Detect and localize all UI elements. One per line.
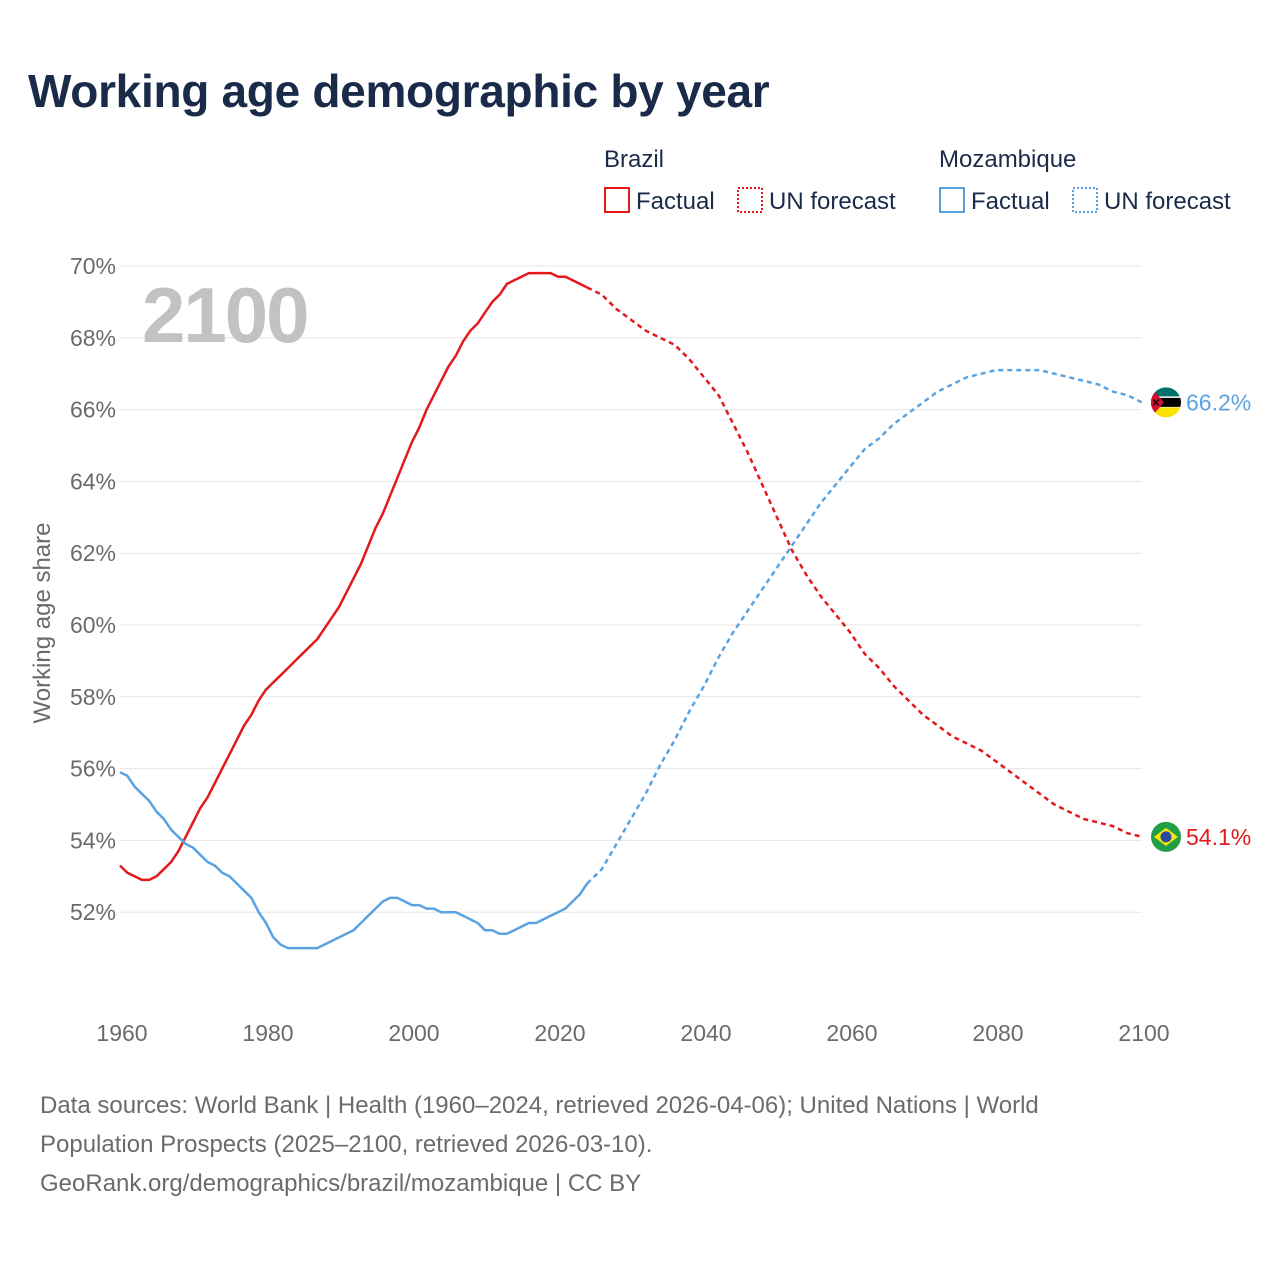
flag-globe bbox=[1160, 831, 1172, 843]
y-tick-66: 66% bbox=[70, 397, 116, 423]
y-tick-68: 68% bbox=[70, 325, 116, 351]
x-tick-1980: 1980 bbox=[242, 1020, 293, 1046]
legend-label-forecast-mozambique: UN forecast bbox=[1104, 188, 1231, 215]
x-axis-ticks: 1960 1980 2000 2020 2040 2060 2080 2100 bbox=[96, 1020, 1169, 1046]
legend-label-factual-mozambique: Factual bbox=[971, 188, 1050, 215]
footer-line-3: GeoRank.org/demographics/brazil/mozambiq… bbox=[40, 1170, 642, 1197]
stripe-white-top bbox=[1151, 396, 1181, 398]
end-markers: 54.1% 66.2% bbox=[1151, 387, 1251, 852]
footer-line-1: Data sources: World Bank | Health (1960–… bbox=[40, 1092, 1039, 1119]
x-tick-2040: 2040 bbox=[680, 1020, 731, 1046]
flag-stripes bbox=[1151, 387, 1181, 418]
y-tick-64: 64% bbox=[70, 468, 116, 494]
y-tick-54: 54% bbox=[70, 827, 116, 853]
end-label-mozambique: 66.2% bbox=[1186, 389, 1251, 415]
legend-label-forecast-brazil: UN forecast bbox=[769, 188, 896, 215]
legend-label-factual-brazil: Factual bbox=[636, 188, 715, 215]
x-tick-2060: 2060 bbox=[826, 1020, 877, 1046]
stripe-yellow bbox=[1151, 407, 1181, 418]
legend-swatch-factual-brazil bbox=[604, 187, 630, 213]
line-factual-brazil bbox=[119, 271, 588, 882]
end-label-brazil: 54.1% bbox=[1186, 824, 1251, 850]
y-axis-ticks: 52% 54% 56% 58% 60% 62% 64% 66% 68% 70% bbox=[70, 253, 116, 925]
line-chart: Brazil Factual UN forecast Mozambique Factua… bbox=[29, 146, 1251, 1046]
legend-swatch-forecast-mozambique bbox=[1072, 187, 1098, 213]
x-tick-2080: 2080 bbox=[972, 1020, 1023, 1046]
legend-swatch-factual-mozambique bbox=[939, 187, 965, 213]
series-lines bbox=[119, 271, 1143, 950]
legend-group-mozambique: Mozambique bbox=[939, 146, 1076, 173]
line-forecast-mozambique bbox=[586, 368, 1143, 885]
chart-title: Working age demographic by year bbox=[28, 65, 770, 117]
line-forecast-brazil bbox=[586, 286, 1143, 839]
y-tick-52: 52% bbox=[70, 899, 116, 925]
y-tick-70: 70% bbox=[70, 253, 116, 279]
flag-triangle bbox=[1151, 387, 1164, 418]
legend: Brazil Factual UN forecast Mozambique Factua… bbox=[604, 146, 1231, 215]
y-tick-56: 56% bbox=[70, 756, 116, 782]
x-tick-2020: 2020 bbox=[534, 1020, 585, 1046]
y-tick-62: 62% bbox=[70, 540, 116, 566]
flag-brazil-icon bbox=[1151, 821, 1181, 852]
stripe-black bbox=[1151, 397, 1181, 408]
flag-mozambique-icon bbox=[1151, 387, 1181, 418]
flag-emblem bbox=[1152, 398, 1160, 406]
x-tick-1960: 1960 bbox=[96, 1020, 147, 1046]
gridlines bbox=[120, 265, 1142, 913]
legend-swatch-forecast-brazil bbox=[737, 187, 763, 213]
footer-line-2: Population Prospects (2025–2100, retriev… bbox=[40, 1131, 653, 1158]
y-tick-58: 58% bbox=[70, 684, 116, 710]
y-tick-60: 60% bbox=[70, 612, 116, 638]
footer-sources: Data sources: World Bank | Health (1960–… bbox=[40, 1086, 1240, 1203]
y-axis-label: Working age share bbox=[29, 523, 56, 724]
x-tick-2100: 2100 bbox=[1118, 1020, 1169, 1046]
stripe-green bbox=[1151, 387, 1181, 398]
line-factual-mozambique bbox=[119, 771, 589, 950]
legend-group-brazil: Brazil bbox=[604, 146, 664, 173]
year-watermark: 2100 bbox=[142, 271, 308, 359]
x-tick-2000: 2000 bbox=[388, 1020, 439, 1046]
